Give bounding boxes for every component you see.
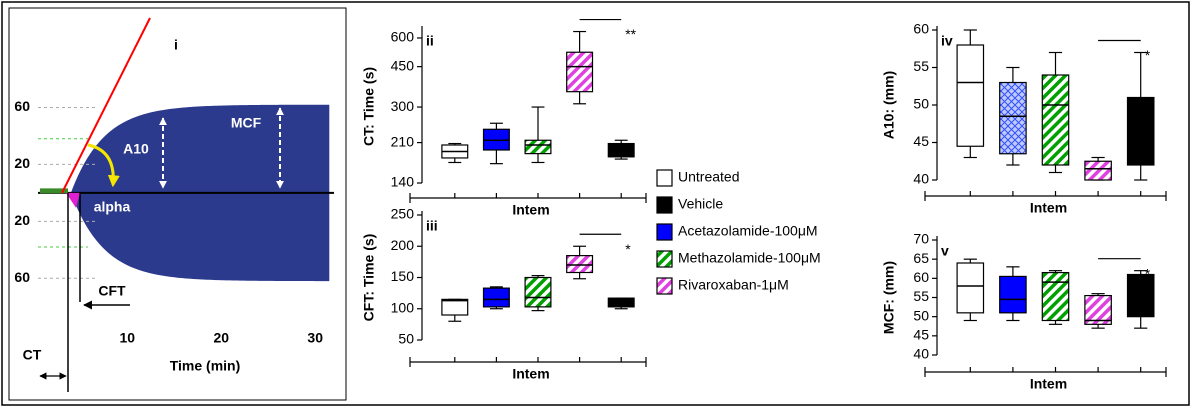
x-axis-label: Time (min) [170,358,241,374]
y-axis-label: CT: Time (s) [361,67,377,146]
legend-swatch [657,251,672,267]
x-tick-label: 20 [213,330,229,346]
y-tick-label: 50 [913,307,929,323]
legend-swatch [657,170,672,186]
y-tick-label: 70 [913,231,929,247]
significance-label: ** [625,26,636,42]
y-tick-label: 200 [391,237,415,253]
x-axis-label: Intem [1030,376,1067,392]
x-tick-label: 30 [307,330,323,346]
annotation: CFT [98,283,126,299]
legend-label: Untreated [678,169,739,185]
box [1000,276,1026,312]
legend-label: Rivaroxaban-1μM [678,277,789,293]
box [1000,83,1026,154]
annotation: alpha [94,199,131,215]
y-tick-label: 60 [913,269,929,285]
y-tick-label: 300 [391,98,415,114]
x-axis-label: Intem [512,366,549,382]
y-tick-label: 20 [14,155,30,171]
box [567,256,593,273]
y-tick-label: 50 [913,96,929,112]
box [1042,273,1068,321]
box [608,144,634,157]
y-tick-label: 50 [398,331,414,347]
x-axis-label: Intem [1030,200,1067,216]
y-tick-label: 60 [14,269,30,285]
legend-label: Methazolamide-100μM [678,250,821,266]
annotation: MCF [231,115,262,131]
y-tick-label: 210 [391,133,415,149]
significance-label: * [1145,47,1151,63]
y-tick-label: 55 [913,288,929,304]
y-tick-label: 600 [391,29,415,45]
y-tick-label: 45 [913,133,929,149]
y-tick-label: 60 [913,21,929,37]
box [1085,161,1111,180]
x-tick-label: 10 [119,330,135,346]
panel-title: iv [941,33,953,49]
legend-swatch [657,197,672,213]
y-tick-label: 40 [913,346,929,362]
panel-title: ii [426,33,434,49]
legend-label: Vehicle [678,196,723,212]
y-tick-label: 150 [391,268,415,284]
box [1042,75,1068,165]
y-tick-label: 65 [913,250,929,266]
box [957,263,983,313]
y-axis-label: CFT: Time (s) [361,234,377,322]
y-tick-label: 450 [391,57,415,73]
annotation: A10 [123,141,149,157]
y-tick-label: 60 [14,98,30,114]
significance-label: * [1145,265,1151,281]
x-axis-label: Intem [512,202,549,218]
panel-title: v [941,243,949,259]
box [1127,98,1153,166]
y-tick-label: 55 [913,58,929,74]
panel-title: i [174,37,178,53]
box [567,52,593,91]
y-tick-label: 40 [913,171,929,187]
y-tick-label: 140 [391,174,415,190]
significance-label: * [625,241,631,257]
y-axis-label: MCF: (mm) [881,261,897,334]
box [442,299,468,315]
y-tick-label: 250 [391,206,415,222]
y-tick-label: 100 [391,299,415,315]
legend-swatch [657,278,672,294]
figure: 60 20 20 60 A10 MCF alpha CFT CT 10 20 30 Time (min)… [0,0,1192,408]
legend-swatch [657,224,672,240]
box [525,278,551,307]
box [525,140,551,153]
box [484,288,510,307]
y-tick-label: 20 [14,212,30,228]
y-axis-label: A10: (mm) [881,71,897,139]
annotation: CT [23,347,42,363]
legend-label: Acetazolamide-100μM [678,223,818,239]
box [957,45,983,146]
panel-title: iii [426,218,438,234]
y-tick-label: 45 [913,327,929,343]
